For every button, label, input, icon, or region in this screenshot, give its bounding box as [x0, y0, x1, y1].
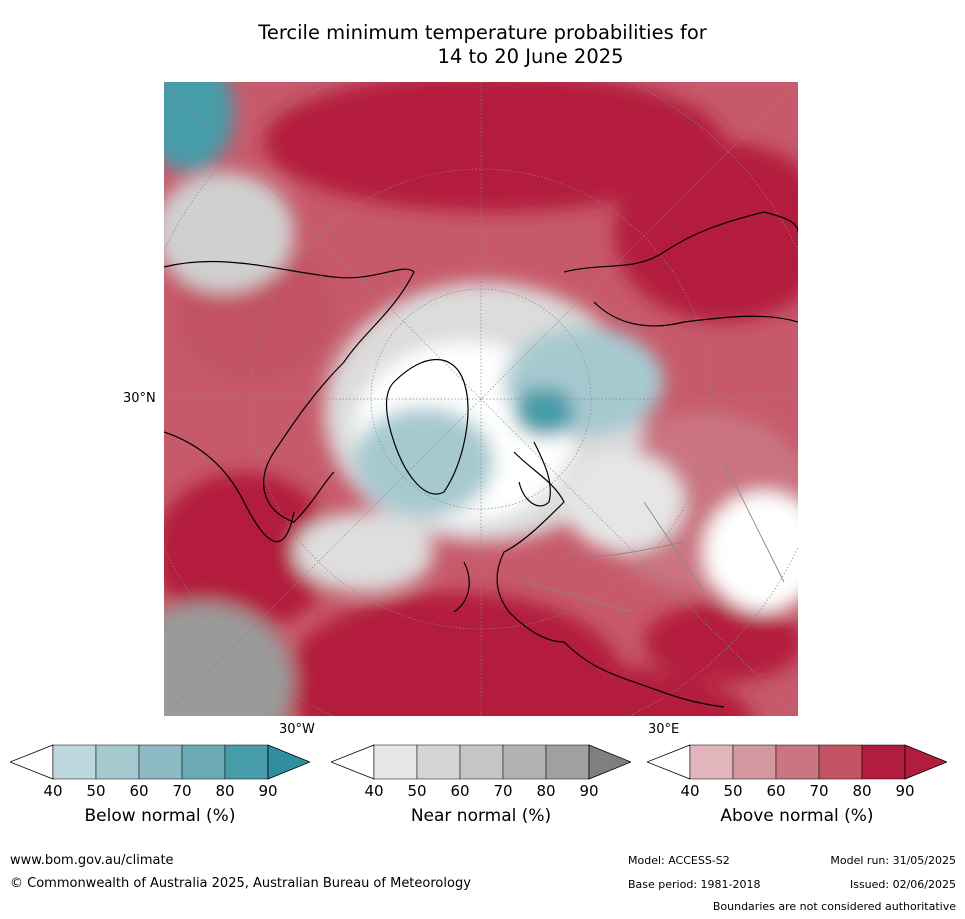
- region-below-corner: [164, 82, 234, 172]
- colorbar-below-normal: [10, 744, 310, 780]
- colorbar-segment: [775, 744, 820, 780]
- chart-title-line-2: 14 to 20 June 2025: [437, 45, 624, 68]
- colorbar-tick-label: 80: [215, 782, 235, 800]
- footer-base-period: Base period: 1981-2018: [628, 878, 761, 891]
- colorbar-tick-label: 70: [493, 782, 513, 800]
- probability-map: [164, 82, 798, 716]
- footer-url[interactable]: www.bom.gov.au/climate: [10, 853, 174, 868]
- colorbar-near-normal: [331, 744, 631, 780]
- graticule: [164, 82, 798, 716]
- colorbar-min-extension: [331, 744, 375, 780]
- coast-scandinavia: [518, 441, 551, 507]
- region-above-n-america-south: [164, 472, 334, 632]
- colorbar-tick-label: 90: [895, 782, 915, 800]
- region-above-middle-east: [644, 602, 798, 682]
- colorbar-tick-label: 40: [680, 782, 700, 800]
- colorbar-tick-label: 90: [258, 782, 278, 800]
- footer-model: Model: ACCESS-S2: [628, 854, 730, 867]
- colorbar-tick-label: 40: [43, 782, 63, 800]
- footer-disclaimer: Boundaries are not considered authoritat…: [712, 900, 956, 913]
- colorbar-tick-label: 40: [364, 782, 384, 800]
- country-borders: [523, 461, 785, 613]
- lon-label-30w: 30°W: [279, 722, 315, 737]
- colorbar-segment: [545, 744, 590, 780]
- region-near-siberia: [564, 452, 684, 552]
- colorbar-segment: [181, 744, 226, 780]
- chart-title-line-1: Tercile minimum temperature probabilitie…: [258, 21, 707, 44]
- colorbar-tick-label: 60: [129, 782, 149, 800]
- colorbar-below-ticks: 40 50 60 70 80 90: [10, 782, 310, 802]
- colorbar-segment: [95, 744, 140, 780]
- lon-label-30e: 30°E: [648, 722, 680, 737]
- colorbar-near-label: Near normal (%): [410, 806, 552, 826]
- colorbar-tick-label: 50: [407, 782, 427, 800]
- colorbar-segment: [689, 744, 734, 780]
- colorbar-tick-label: 50: [86, 782, 106, 800]
- region-below-barents: [514, 387, 574, 437]
- colorbar-segment: [459, 744, 504, 780]
- colorbar-tick-label: 60: [766, 782, 786, 800]
- footer-issued: Issued: 02/06/2025: [849, 878, 956, 891]
- colorbar-below-label: Below normal (%): [84, 806, 236, 826]
- region-above-asia-east: [614, 142, 798, 322]
- colorbar-max-extension: [588, 744, 631, 780]
- region-above-north-africa: [355, 662, 753, 716]
- coast-europe: [453, 451, 725, 708]
- colorbar-segment: [373, 744, 418, 780]
- region-below-greenland: [354, 407, 494, 517]
- colorbar-segment: [732, 744, 777, 780]
- colorbar-segment: [861, 744, 906, 780]
- colorbar-tick-label: 50: [723, 782, 743, 800]
- colorbar-segment: [502, 744, 547, 780]
- colorbar-segment: [138, 744, 183, 780]
- colorbar-min-extension: [647, 744, 691, 780]
- region-above-north-pacific: [264, 82, 724, 212]
- colorbar-segment: [416, 744, 461, 780]
- coast-asia: [563, 211, 798, 327]
- colorbar-tick-label: 60: [450, 782, 470, 800]
- region-near-pacific-gray: [164, 602, 294, 716]
- colorbar-above-normal: [647, 744, 947, 780]
- colorbar-tick-label: 70: [172, 782, 192, 800]
- colorbar-max-extension: [904, 744, 947, 780]
- region-near-atlantic: [294, 512, 434, 592]
- footer-copyright: © Commonwealth of Australia 2025, Austra…: [10, 876, 471, 891]
- colorbar-tick-label: 90: [579, 782, 599, 800]
- colorbar-above-ticks: 40 50 60 70 80 90: [647, 782, 947, 802]
- coastlines: [164, 211, 798, 708]
- colorbar-above-label: Above normal (%): [720, 806, 874, 826]
- coast-north-america: [164, 260, 415, 543]
- colorbar-min-extension: [10, 744, 54, 780]
- colorbar-segment: [52, 744, 97, 780]
- colorbar-tick-label: 70: [809, 782, 829, 800]
- colorbar-tick-label: 80: [852, 782, 872, 800]
- colorbar-near-ticks: 40 50 60 70 80 90: [331, 782, 631, 802]
- region-white-asia: [704, 492, 798, 612]
- colorbar-segment: [818, 744, 863, 780]
- colorbar-segment: [224, 744, 269, 780]
- coast-greenland: [385, 359, 469, 495]
- lat-label-30n: 30°N: [123, 391, 156, 406]
- colorbar-max-extension: [267, 744, 310, 780]
- footer-model-run: Model run: 31/05/2025: [830, 854, 956, 867]
- colorbar-tick-label: 80: [536, 782, 556, 800]
